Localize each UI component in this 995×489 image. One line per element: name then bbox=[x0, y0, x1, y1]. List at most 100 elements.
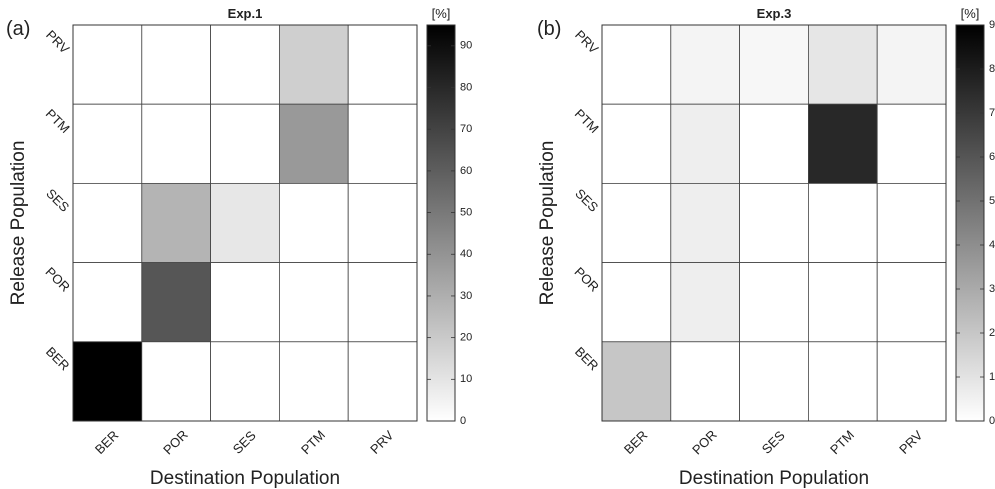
heatmap-cell-por-ses bbox=[210, 262, 280, 343]
panel-label: (b) bbox=[537, 18, 561, 40]
heatmap-cell-por-por bbox=[670, 262, 740, 343]
heatmap-cell-ses-ptm bbox=[278, 182, 349, 263]
heatmap-cell-ses-ber bbox=[72, 182, 143, 263]
heatmap-cell-por-por bbox=[141, 262, 212, 343]
heatmap-cell-por-prv bbox=[876, 262, 947, 343]
heatmap-cell-por-ber bbox=[601, 262, 672, 343]
colorbar-tick-label: 9 bbox=[989, 19, 995, 31]
y-tick-label: PRV bbox=[43, 27, 73, 57]
heatmap-cell-ber-por bbox=[670, 341, 740, 422]
heatmap-cell-ses-prv bbox=[876, 182, 947, 263]
heatmap-cell-ses-ses bbox=[210, 182, 280, 263]
grid-frame bbox=[72, 24, 418, 422]
colorbar-tick-label: 50 bbox=[460, 206, 472, 218]
colorbar bbox=[426, 24, 456, 422]
colorbar-tick-label: 40 bbox=[460, 248, 472, 260]
colorbar-tick-label: 70 bbox=[460, 123, 472, 135]
colorbar-tick-label: 4 bbox=[989, 239, 995, 251]
heatmap-cell-por-ptm bbox=[278, 262, 349, 343]
heatmap-cell-ptm-ses bbox=[210, 103, 280, 184]
colorbar-tick-label: 30 bbox=[460, 290, 472, 302]
heatmap-cell-ptm-ptm bbox=[808, 103, 878, 184]
x-tick-label: PRV bbox=[896, 427, 926, 457]
heatmap-cell-prv-ber bbox=[72, 24, 143, 105]
heatmap-cell-ses-ses bbox=[739, 182, 809, 263]
colorbar bbox=[955, 24, 985, 422]
heatmap-cell-ptm-ber bbox=[601, 103, 672, 184]
x-tick-label: PTM bbox=[827, 427, 857, 457]
heatmap-cell-por-ptm bbox=[808, 262, 878, 343]
heatmap-cell-ber-ses bbox=[210, 341, 280, 422]
heatmap-cell-ber-ptm bbox=[278, 341, 349, 422]
y-tick-label: SES bbox=[572, 186, 601, 215]
x-tick-label: BER bbox=[621, 427, 651, 457]
colorbar-tick-label: 7 bbox=[989, 107, 995, 119]
y-tick-label: PRV bbox=[572, 27, 602, 57]
heatmap-cell-prv-ses bbox=[739, 24, 809, 105]
colorbar-tick-label: 3 bbox=[989, 283, 995, 295]
x-tick-label: PRV bbox=[367, 427, 397, 457]
colorbar-tick-label: 90 bbox=[460, 40, 472, 52]
heatmap-cell-ptm-ptm bbox=[278, 103, 349, 184]
chart-title: Exp.3 bbox=[757, 6, 792, 21]
heatmap-cell-ptm-por bbox=[670, 103, 740, 184]
heatmap-cell-ber-ber bbox=[601, 341, 672, 422]
grid-frame bbox=[601, 24, 947, 422]
y-axis-label: Release Population bbox=[537, 141, 558, 306]
heatmap-cell-prv-prv bbox=[347, 24, 418, 105]
heatmap-cell-prv-ber bbox=[601, 24, 672, 105]
heatmap-cell-ber-prv bbox=[347, 341, 418, 422]
heatmap-cell-ptm-prv bbox=[347, 103, 418, 184]
y-axis-label: Release Population bbox=[8, 141, 29, 306]
x-tick-label: POR bbox=[160, 427, 191, 458]
heatmap-cell-prv-prv bbox=[876, 24, 947, 105]
colorbar-tick-label: 8 bbox=[989, 63, 995, 75]
heatmap-cell-por-ses bbox=[739, 262, 809, 343]
colorbar-tick-label: 0 bbox=[989, 415, 995, 427]
heatmap-cell-ses-por bbox=[141, 182, 212, 263]
y-tick-label: PTM bbox=[43, 106, 73, 136]
colorbar-tick-label: 5 bbox=[989, 195, 995, 207]
heatmap-cell-ptm-ber bbox=[72, 103, 143, 184]
x-tick-label: PTM bbox=[298, 427, 328, 457]
y-tick-label: BER bbox=[43, 344, 73, 374]
heatmap-cell-ber-ber bbox=[72, 341, 143, 422]
panel-exp3: (b) Exp.3 BER POR SES PTM PRV PRV PTM SES POR BER De… bbox=[537, 6, 995, 489]
heatmap-cell-ptm-por bbox=[141, 103, 212, 184]
heatmap-cell-ber-por bbox=[141, 341, 212, 422]
heatmap-cell-prv-ses bbox=[210, 24, 280, 105]
heatmap-cell-ber-ses bbox=[739, 341, 809, 422]
colorbar-tick-label: 60 bbox=[460, 165, 472, 177]
x-tick-label: POR bbox=[689, 427, 720, 458]
heatmap-cell-ptm-prv bbox=[876, 103, 947, 184]
colorbar-tick-label: 10 bbox=[460, 373, 472, 385]
heatmap-cell-prv-por bbox=[670, 24, 740, 105]
colorbar-tick-label: 2 bbox=[989, 327, 995, 339]
y-tick-label: POR bbox=[571, 264, 602, 295]
heatmap-cell-prv-ptm bbox=[808, 24, 878, 105]
y-tick-label: PTM bbox=[572, 106, 602, 136]
x-axis-label: Destination Population bbox=[150, 468, 340, 489]
heatmap-cell-ber-ptm bbox=[808, 341, 878, 422]
y-tick-label: SES bbox=[43, 186, 72, 215]
x-tick-label: SES bbox=[230, 428, 259, 457]
x-tick-label: BER bbox=[92, 427, 122, 457]
heatmap-cell-por-prv bbox=[347, 262, 418, 343]
heatmap-cell-prv-ptm bbox=[278, 24, 349, 105]
y-tick-label: BER bbox=[572, 344, 602, 374]
colorbar-tick-label: 1 bbox=[989, 371, 995, 383]
x-tick-label: SES bbox=[759, 428, 788, 457]
heatmap-cell-ber-prv bbox=[876, 341, 947, 422]
colorbar-tick-label: 0 bbox=[460, 415, 466, 427]
colorbar-unit-label: [%] bbox=[432, 6, 451, 21]
y-tick-label: POR bbox=[42, 264, 73, 295]
heatmap-cell-por-ber bbox=[72, 262, 143, 343]
colorbar-tick-label: 20 bbox=[460, 332, 472, 344]
chart-title: Exp.1 bbox=[228, 6, 263, 21]
x-axis-label: Destination Population bbox=[679, 468, 869, 489]
colorbar-unit-label: [%] bbox=[961, 6, 980, 21]
colorbar-tick-label: 6 bbox=[989, 151, 995, 163]
panel-label: (a) bbox=[6, 18, 30, 40]
panel-exp1: (a) Exp.1 BER POR SES PTM PRV PRV PTM SES POR BER De… bbox=[6, 6, 472, 489]
